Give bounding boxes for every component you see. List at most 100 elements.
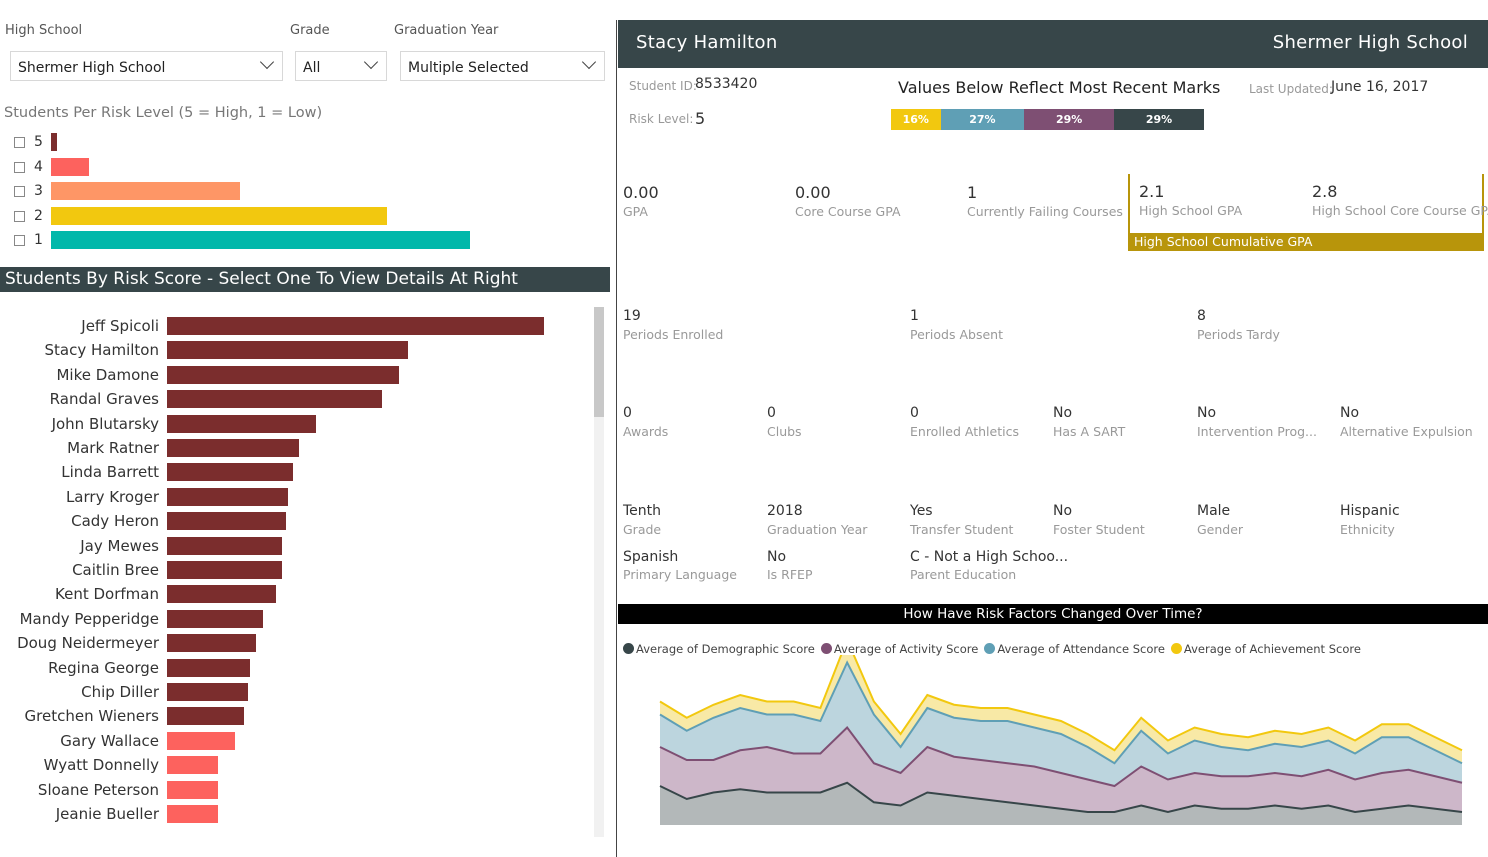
scrollbar-thumb[interactable] [594,307,604,417]
legend-item[interactable]: Average of Demographic Score [623,642,815,656]
legend-item[interactable]: Average of Activity Score [820,642,979,656]
student-risk-bar[interactable] [167,561,282,579]
student-risk-bar[interactable] [167,609,264,628]
student-risk-bar[interactable] [167,731,235,750]
demographic-caption: Grade [623,522,662,537]
student-name-label[interactable]: Jeff Spicoli [81,317,159,335]
student-risk-bar[interactable] [167,634,256,653]
student-name-label[interactable]: Jeanie Bueller [55,805,159,823]
student-name-label[interactable]: Randal Graves [49,390,159,409]
high-school-dropdown[interactable]: Shermer High School [10,51,283,81]
student-risk-bar[interactable] [167,365,399,384]
student-risk-bar[interactable] [167,658,250,677]
activity-value: 0 [910,405,919,421]
student-risk-bar[interactable] [167,390,382,409]
series-line [659,725,1463,788]
student-name-label[interactable]: Caitlin Bree [72,561,159,579]
student-risk-bar[interactable] [167,756,218,775]
attendance-caption: Periods Tardy [1197,327,1280,342]
attendance-value: 8 [1197,308,1206,324]
student-name-label[interactable]: Kent Dorfman [55,585,159,604]
checkbox-icon[interactable] [14,161,25,173]
legend-item[interactable]: Average of Attendance Score [984,642,1165,656]
student-name-label[interactable]: Doug Neidermeyer [17,634,159,653]
last-updated-label: Last Updated: [1249,82,1333,96]
risk-level-bar[interactable] [51,182,240,200]
student-risk-bar[interactable] [167,414,316,433]
student-name-label[interactable]: Stacy Hamilton [44,341,159,360]
risk-level-number: 5 [34,134,43,150]
student-risk-bar[interactable] [167,805,218,823]
demographic-value: No [767,549,787,565]
grade-dropdown[interactable]: All [295,51,387,81]
student-name-label[interactable]: Linda Barrett [61,463,159,482]
achievement-value: 1 [967,183,978,202]
activity-value: No [1340,405,1360,421]
demographic-band: Current Demographic Factors [618,466,1488,495]
risk-level-row[interactable]: 5 [14,133,614,153]
student-risk-bar[interactable] [167,585,277,604]
student-risk-bar[interactable] [167,487,288,506]
student-name-label[interactable]: John Blutarsky [51,414,159,433]
checkbox-icon[interactable] [14,235,25,246]
student-name-label[interactable]: Mike Damone [56,365,159,384]
student-risk-bar[interactable] [167,780,218,799]
breakdown-segment: 16% [891,109,941,130]
legend-label: Average of Activity Score [833,642,979,656]
risk-level-row[interactable]: 2 [14,206,614,227]
legend-dot-icon [1170,643,1182,654]
risk-level-number: 3 [34,183,43,199]
student-name-label[interactable]: Regina George [48,658,159,677]
demographic-caption: Primary Language [623,567,737,582]
student-name-label[interactable]: Jay Mewes [80,536,159,555]
student-risk-bar[interactable] [167,439,299,457]
checkbox-icon[interactable] [14,137,25,148]
attendance-value: 1 [910,308,919,324]
legend-dot-icon [820,643,832,654]
student-name-label[interactable]: Sloane Peterson [37,780,159,799]
demographic-caption: Foster Student [1053,522,1145,537]
activity-value: No [1197,405,1217,421]
student-risk-bar[interactable] [167,463,294,482]
student-name-label[interactable]: Gary Wallace [60,731,159,750]
student-risk-bar[interactable] [167,683,249,701]
chevron-down-icon [363,54,379,70]
risk-level-bar[interactable] [51,157,90,176]
students-scrollbar[interactable] [594,307,604,837]
demographic-value: Yes [910,503,933,519]
panel-divider [616,20,617,857]
student-risk-bar[interactable] [167,512,286,531]
risk-level-row[interactable]: 4 [14,157,614,178]
student-name-label[interactable]: Larry Kroger [65,487,159,506]
risk-level-bar[interactable] [51,133,57,151]
demographic-value: Tenth [623,503,662,519]
series-line [659,655,1463,752]
achievement-value: 2.8 [1312,182,1338,201]
student-risk-bar[interactable] [167,707,245,726]
student-risk-bar[interactable] [167,317,544,335]
checkbox-icon[interactable] [14,210,25,222]
demographic-title: Current Demographic Factors [906,468,1200,492]
graduation-year-dropdown[interactable]: Multiple Selected [400,51,605,81]
student-name-label[interactable]: Mark Ratner [67,439,159,457]
student-name-label[interactable]: Cady Heron [71,512,159,531]
high-school-dropdown-value: Shermer High School [18,60,166,76]
student-risk-bar[interactable] [167,341,409,360]
student-name-label[interactable]: Wyatt Donnelly [43,756,159,775]
achievement-value: 0.00 [795,183,831,202]
risk-level-label: Risk Level: [629,112,694,126]
risk-level-row[interactable]: 3 [14,182,614,202]
breakdown-segment: 29% [1114,109,1204,130]
checkbox-icon[interactable] [14,186,25,197]
student-name-label[interactable]: Gretchen Wieners [24,707,159,726]
legend-label: Average of Attendance Score [997,642,1165,656]
student-risk-bar[interactable] [167,536,282,555]
attendance-title: Current Attendance Factors [915,273,1191,297]
trend-chart-legend: Average of Demographic Score Average of A… [623,638,1483,657]
student-name-label[interactable]: Chip Diller [81,683,159,701]
student-name-label[interactable]: Mandy Pepperidge [19,609,159,628]
legend-item[interactable]: Average of Achievement Score [1170,642,1361,656]
risk-level-bar[interactable] [51,206,388,225]
risk-level-row[interactable]: 1 [14,231,614,251]
risk-level-bar[interactable] [51,231,470,249]
